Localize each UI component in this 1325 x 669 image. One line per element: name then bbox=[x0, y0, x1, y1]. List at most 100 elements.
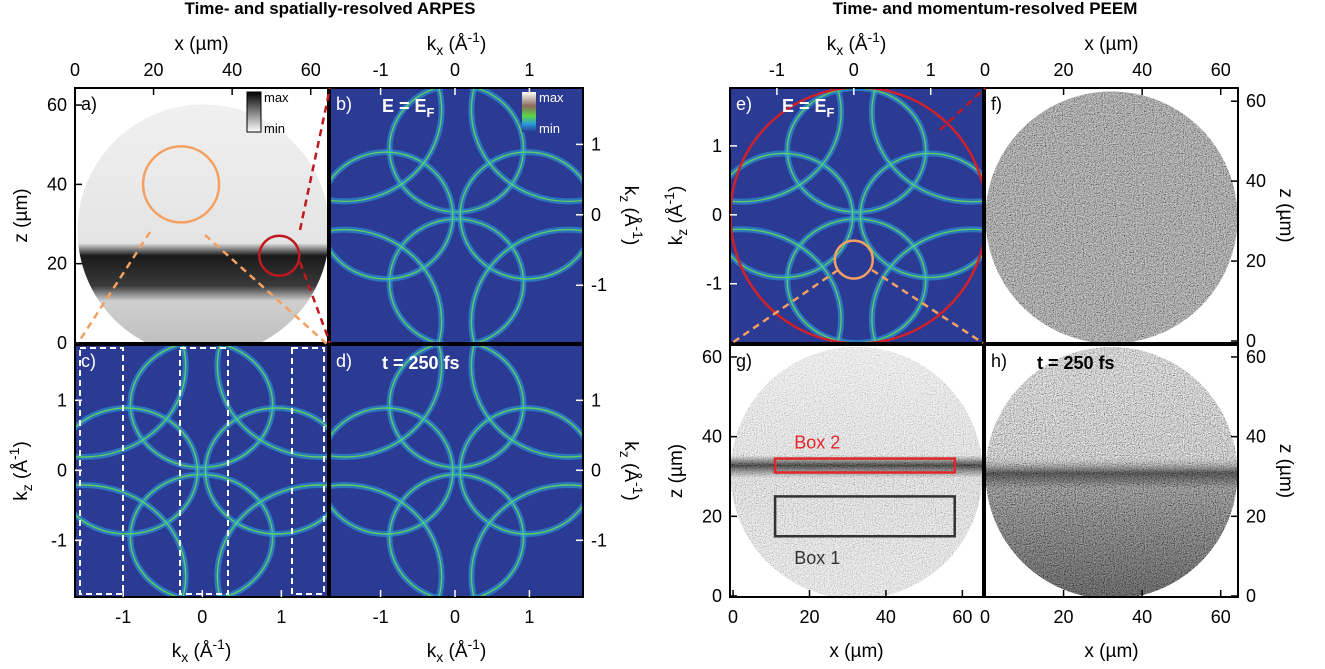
panel bbox=[330, 345, 583, 597]
x-axis-label-part: k bbox=[427, 641, 437, 662]
x-axis-label-part: x (µm) bbox=[1084, 34, 1138, 55]
colorbar-label: max bbox=[264, 90, 289, 105]
x-tick-label: 0 bbox=[450, 60, 460, 80]
y-tick-label: 60 bbox=[47, 95, 67, 115]
x-axis-label: kx (Å-1) bbox=[172, 636, 232, 665]
x-axis-label-part: x (µm) bbox=[1084, 641, 1138, 662]
y-axis-label: kz (Å-1) bbox=[661, 186, 690, 246]
x-axis-label-part: k bbox=[427, 34, 437, 55]
band-line bbox=[470, 228, 583, 343]
box-2 bbox=[773, 457, 956, 474]
band-line bbox=[470, 484, 583, 597]
x-axis-label-part: ) bbox=[480, 641, 486, 662]
x-tick-label: 0 bbox=[728, 607, 738, 627]
zoom-connector bbox=[939, 87, 986, 131]
box-label: Box 2 bbox=[794, 433, 840, 453]
x-tick-label: 60 bbox=[1211, 607, 1231, 627]
x-axis-label-part: x bbox=[436, 42, 443, 58]
x-axis-label-part: (Å bbox=[188, 641, 213, 662]
sample-disk bbox=[985, 91, 1238, 343]
panel bbox=[985, 347, 1238, 597]
slice-box bbox=[291, 347, 325, 595]
y-axis-label-part: z (µm) bbox=[1275, 444, 1296, 498]
y-axis-label-part: z (µm) bbox=[1275, 188, 1296, 242]
aperture-small bbox=[833, 239, 875, 280]
panel-frame bbox=[984, 87, 1239, 344]
y-axis-label-part: (Å bbox=[620, 458, 641, 483]
y-axis-label-part: k bbox=[11, 491, 32, 501]
x-tick-label: -1 bbox=[115, 607, 131, 627]
band-line bbox=[75, 345, 187, 458]
y-axis-label-part: z bbox=[617, 195, 633, 202]
x-axis-label-part: -1 bbox=[213, 636, 226, 652]
y-axis-label-part: ) bbox=[666, 186, 687, 192]
panel-frame bbox=[984, 344, 1239, 598]
sample-disk bbox=[77, 104, 328, 343]
panel-label: e) bbox=[736, 94, 752, 114]
y-tick-label: 60 bbox=[702, 347, 722, 367]
annotation: E = EF bbox=[782, 96, 835, 120]
x-axis-label-part: (Å bbox=[843, 34, 868, 55]
x-axis-label-part: k bbox=[172, 641, 182, 662]
x-tick-label: -1 bbox=[373, 607, 389, 627]
x-tick-label: 0 bbox=[70, 60, 80, 80]
band-line bbox=[129, 345, 274, 469]
x-tick-label: 40 bbox=[876, 607, 896, 627]
band-line bbox=[216, 345, 328, 458]
band-line bbox=[75, 407, 199, 535]
figure-title: Time- and momentum-resolved PEEM bbox=[833, 0, 1138, 18]
y-tick-label: -1 bbox=[706, 274, 722, 294]
band-line bbox=[388, 88, 525, 213]
y-axis-label-part: z bbox=[674, 229, 690, 236]
zoom-connector bbox=[871, 268, 984, 345]
annotation: E = EF bbox=[382, 96, 435, 120]
x-tick-label: 0 bbox=[197, 607, 207, 627]
disk-shade bbox=[985, 347, 1238, 597]
x-tick-label: -1 bbox=[373, 60, 389, 80]
x-tick-label: 0 bbox=[980, 607, 990, 627]
band-line bbox=[330, 228, 443, 343]
x-axis-label-part: x bbox=[436, 649, 443, 665]
region-orange bbox=[141, 145, 221, 224]
y-tick-label: 1 bbox=[591, 390, 601, 410]
y-tick-label: 20 bbox=[702, 506, 722, 526]
panel-label: f) bbox=[991, 94, 1002, 114]
y-axis-label: kz (Å-1) bbox=[617, 186, 646, 246]
panel-frame bbox=[74, 87, 329, 344]
y-axis-label: z (µm) bbox=[666, 444, 687, 498]
y-axis-label-part: ) bbox=[620, 239, 641, 245]
panel-label: d) bbox=[336, 351, 352, 371]
x-tick-label: 60 bbox=[301, 60, 321, 80]
colorbar-label: min bbox=[264, 121, 285, 136]
band-line bbox=[216, 484, 328, 597]
x-axis-label-part: ) bbox=[225, 641, 231, 662]
panel: Box 2 Box 1 bbox=[730, 347, 983, 597]
y-axis-label: z (µm) bbox=[1275, 444, 1296, 498]
box-1 bbox=[773, 495, 956, 538]
x-axis-label-part: x bbox=[181, 649, 188, 665]
band-line bbox=[75, 484, 187, 597]
x-axis-label: kx (Å-1) bbox=[827, 29, 887, 58]
x-tick-label: 60 bbox=[1211, 60, 1231, 80]
band-line bbox=[388, 473, 525, 597]
x-tick-label: 20 bbox=[144, 60, 164, 80]
y-axis-label-part: z bbox=[617, 451, 633, 458]
annotation: t = 250 fs bbox=[1037, 353, 1115, 373]
y-tick-label: 40 bbox=[47, 174, 67, 194]
y-tick-label: 40 bbox=[702, 427, 722, 447]
x-axis-label-part: -1 bbox=[468, 636, 481, 652]
band-line bbox=[459, 407, 583, 535]
y-tick-label: 0 bbox=[712, 205, 722, 225]
colorbar-label: min bbox=[539, 121, 560, 136]
annotation-part: F bbox=[427, 105, 435, 120]
y-axis-label-part: (Å bbox=[11, 460, 32, 485]
x-axis-label-part: x bbox=[836, 42, 843, 58]
x-tick-label: 1 bbox=[524, 60, 534, 80]
panel-label: a) bbox=[81, 94, 97, 114]
x-tick-label: 0 bbox=[450, 607, 460, 627]
band-line bbox=[330, 345, 443, 458]
panel-label: h) bbox=[991, 351, 1007, 371]
panel-label: b) bbox=[336, 94, 352, 114]
band-line bbox=[730, 228, 842, 343]
